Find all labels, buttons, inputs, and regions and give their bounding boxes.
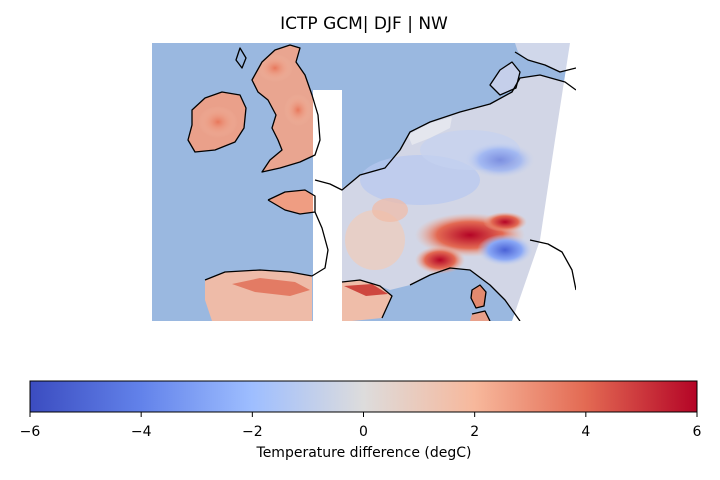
scandinavia-land — [515, 43, 576, 72]
cold-anomaly — [465, 142, 535, 178]
colorbar-ticks — [29, 412, 698, 417]
colorbar-tick-label: −4 — [130, 424, 152, 440]
corsica-land — [471, 285, 486, 308]
colorbar-tick-label: 4 — [581, 424, 591, 440]
scandinavia-land — [490, 62, 520, 95]
colorbar-tick-label: 2 — [470, 424, 480, 440]
colorbar-tick-label: −2 — [242, 424, 263, 440]
map-title: ICTP GCM| DJF | NW — [280, 14, 448, 34]
colorbar-gradient — [29, 380, 698, 413]
missing-data-strip — [313, 90, 342, 321]
temperature-difference-map — [152, 43, 576, 321]
colorbar-tick-label: 0 — [359, 424, 368, 440]
colorbar-tick-label: −6 — [19, 424, 41, 440]
lowlands-land — [408, 117, 452, 145]
great-britain-warm — [284, 94, 312, 126]
alps-warm-anomaly — [415, 246, 465, 274]
colorbar-label: Temperature difference (degC) — [256, 445, 472, 461]
alps-warm-anomaly — [483, 212, 527, 232]
land-warm-patch — [345, 210, 405, 270]
brittany-land — [268, 190, 315, 214]
iberia-warm-band — [232, 278, 310, 296]
great-britain-warm — [257, 54, 293, 82]
pyrenees-warm-band — [344, 284, 388, 296]
ireland-warm — [198, 106, 238, 138]
land-warm-patch — [372, 198, 408, 222]
cold-anomaly — [477, 234, 533, 266]
colorbar-tick-label: 6 — [692, 424, 702, 440]
coastlines — [187, 44, 576, 321]
